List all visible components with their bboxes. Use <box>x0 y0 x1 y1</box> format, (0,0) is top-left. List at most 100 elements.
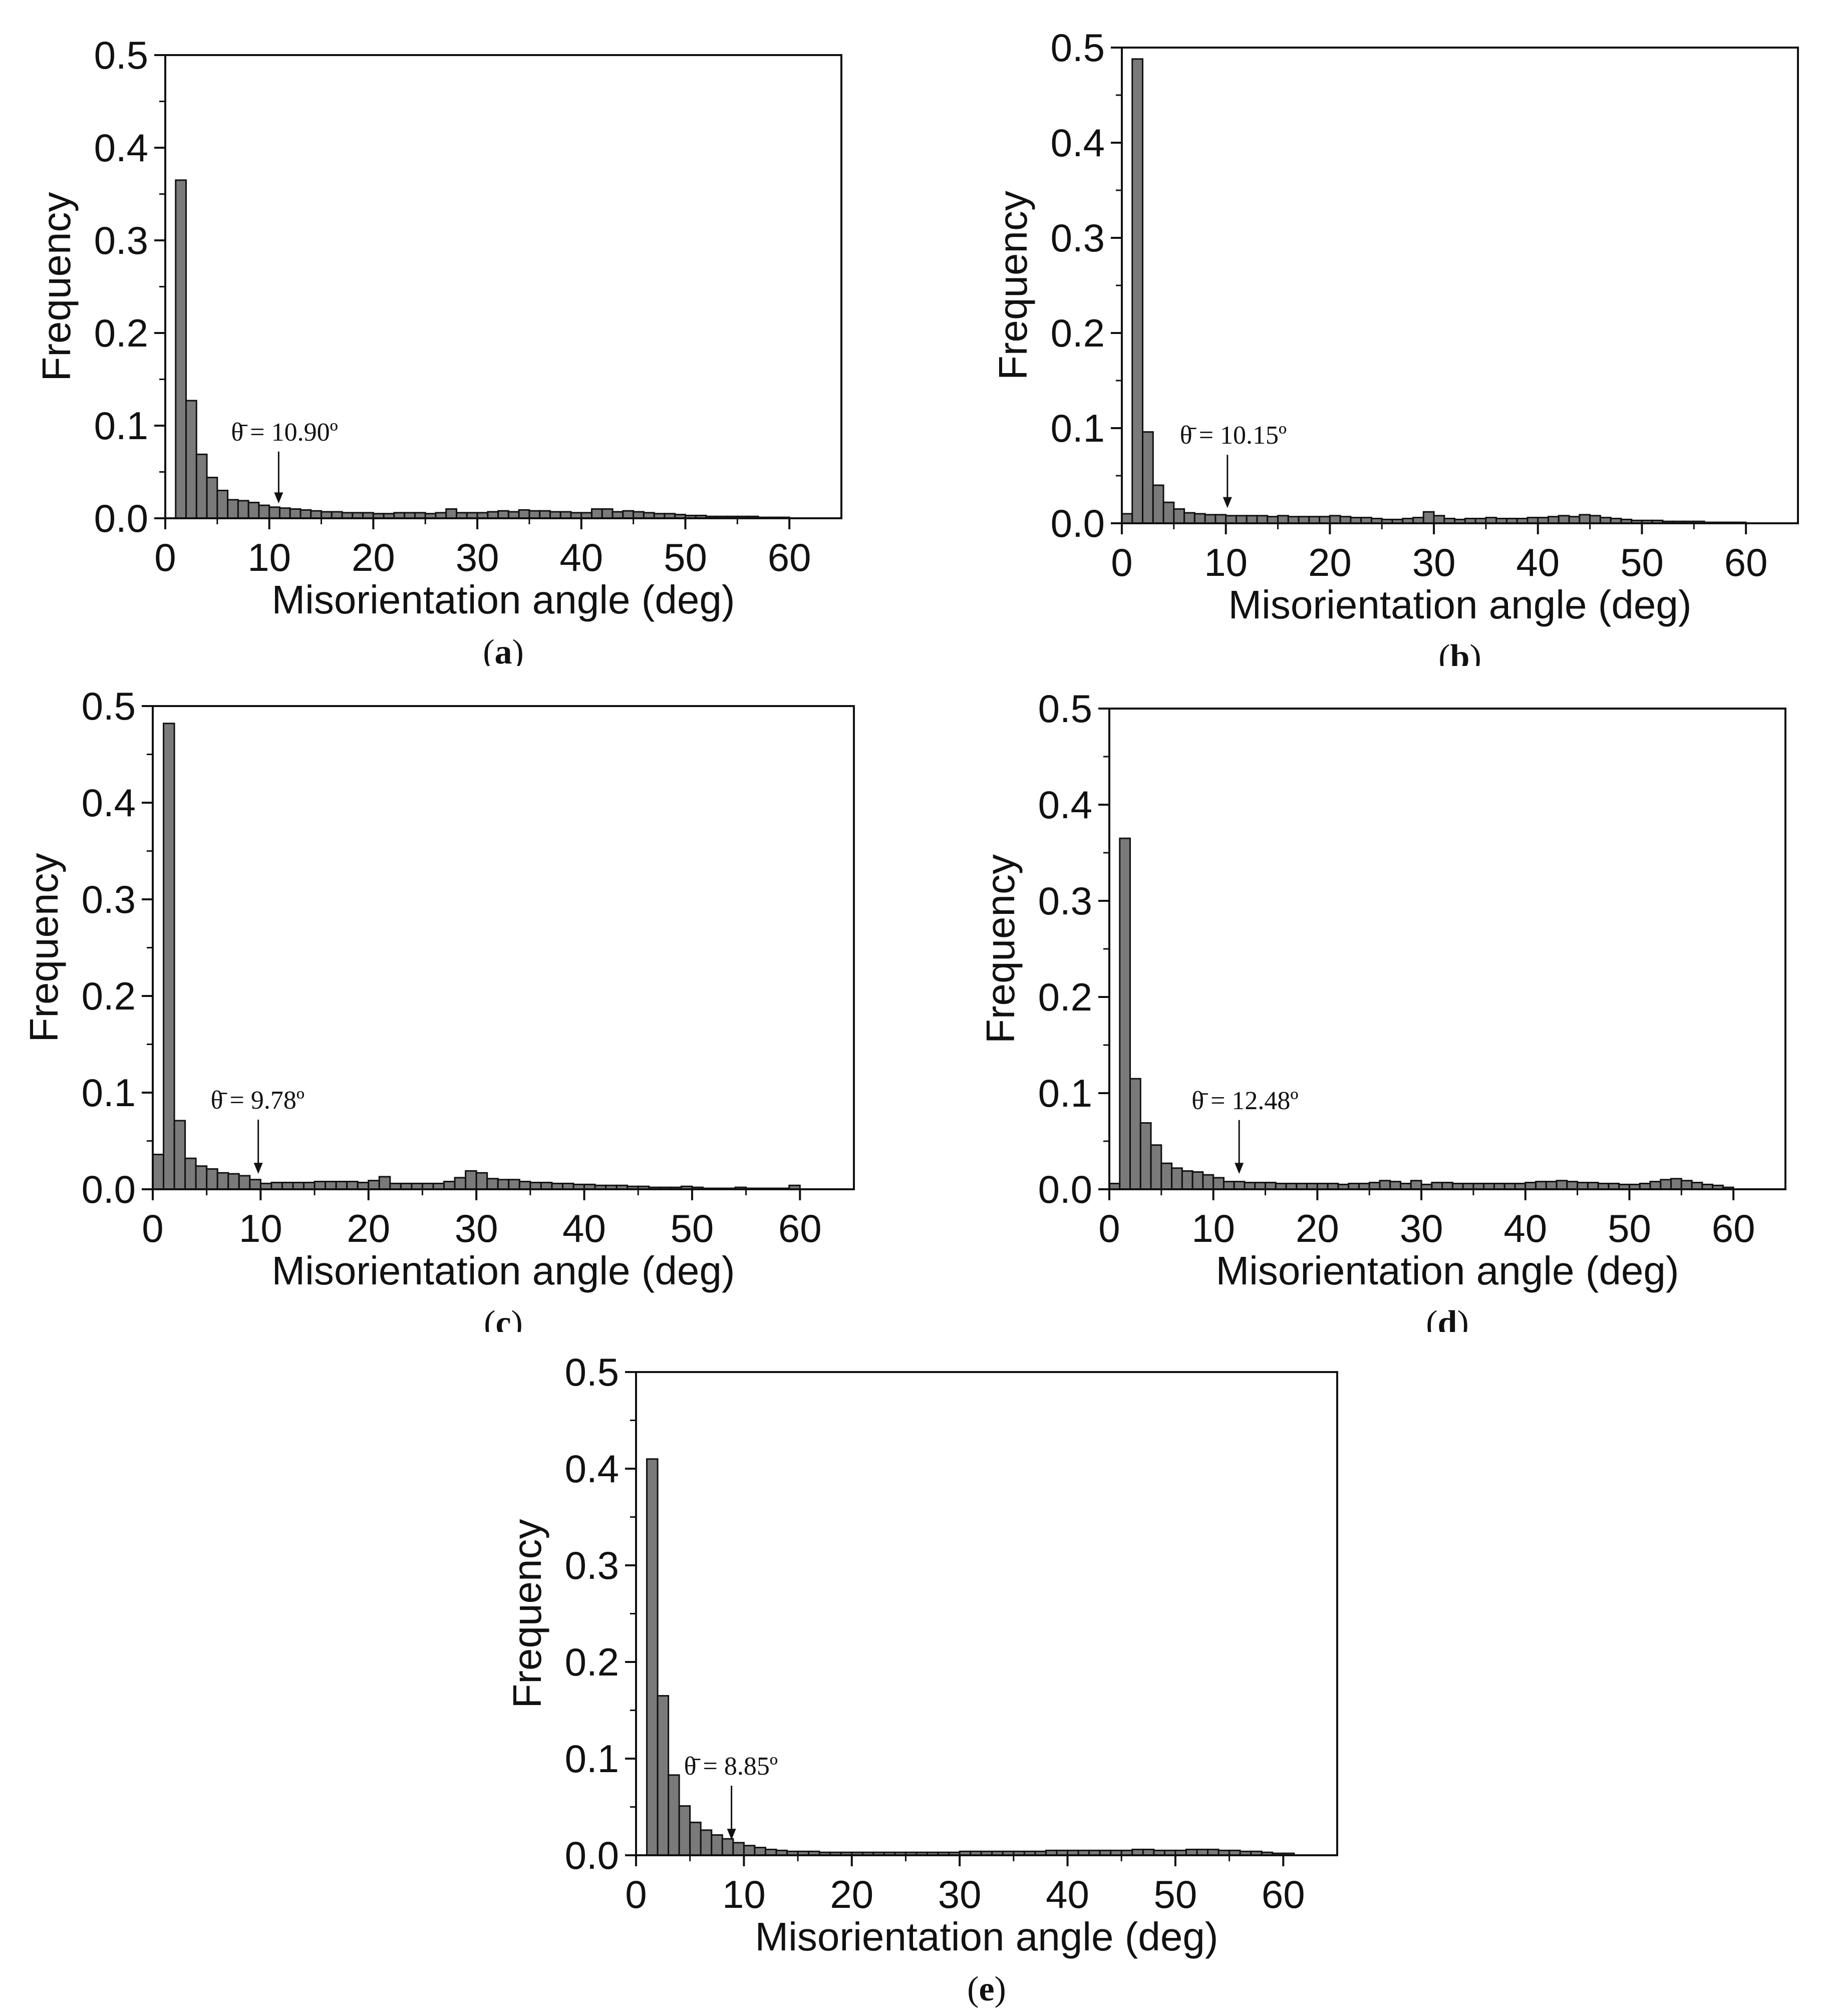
histogram-bar <box>518 1181 531 1190</box>
histogram-bar <box>314 1181 327 1190</box>
y-tick-label: 0.0 <box>565 1833 619 1877</box>
histogram-bar <box>1139 1122 1152 1190</box>
x-tick-label: 20 <box>830 1872 873 1916</box>
histogram-bar <box>1223 1181 1235 1190</box>
chart-svg-a: 0.0 0.1 0.2 0.3 0.4 0.5 0 10 20 30 40 50 60 Misorient… <box>34 33 842 671</box>
histogram-bar <box>346 1181 359 1190</box>
mean-arrow-head <box>1235 1163 1244 1174</box>
histogram-bar <box>268 506 280 519</box>
histogram-bar <box>1121 513 1133 524</box>
x-tick-label: 50 <box>1620 540 1664 584</box>
histogram-bar <box>1579 514 1591 524</box>
y-tick-label: 0.2 <box>82 974 136 1018</box>
y-tick-label: 0.2 <box>1051 311 1105 355</box>
y-tick-label: 0.2 <box>94 311 148 355</box>
histogram-bar <box>175 179 187 519</box>
y-tick-label: 0.5 <box>1051 26 1105 70</box>
x-tick-label: 30 <box>938 1872 982 1916</box>
y-tick-label: 0.5 <box>82 684 136 728</box>
histogram-bar <box>539 510 551 519</box>
chart-svg-d: 0.0 0.1 0.2 0.3 0.4 0.5 0 10 20 30 40 50 60 Misorient… <box>978 687 1786 1342</box>
histogram-bar <box>1525 1182 1537 1190</box>
y-tick-label: 0.3 <box>1051 216 1105 260</box>
histogram-bar <box>378 1176 391 1190</box>
x-tick-label: 10 <box>247 535 291 579</box>
mean-annotation: θ̄ = 9.78º <box>211 1086 304 1115</box>
histogram-bar <box>216 490 229 519</box>
histogram-bar <box>1225 515 1237 524</box>
y-tick-label: 0.0 <box>1051 501 1105 545</box>
histogram-bar <box>443 1181 456 1190</box>
y-tick-label: 0.4 <box>82 781 136 825</box>
histogram-bar <box>1670 1178 1682 1190</box>
histogram-bar <box>1558 515 1570 524</box>
x-axis-label: Misorientation angle (deg) <box>272 577 735 622</box>
histogram-bar <box>1193 513 1206 524</box>
histogram-bar <box>237 500 249 519</box>
histogram-bar <box>325 1181 337 1190</box>
histogram-bar <box>368 1180 380 1190</box>
histogram-bar <box>1131 58 1144 524</box>
y-tick-label: 0.2 <box>565 1640 619 1684</box>
histogram-bar <box>743 1845 756 1856</box>
histogram-bar <box>289 508 301 519</box>
histogram-bar <box>1410 1180 1422 1190</box>
histogram-bar <box>689 1821 702 1856</box>
chart-panel-a: 0.0 0.1 0.2 0.3 0.4 0.5 0 10 20 30 40 50 60 Misorient… <box>0 0 901 671</box>
histogram-bar <box>540 1181 553 1190</box>
histogram-bar <box>1441 1182 1453 1190</box>
histogram-bar <box>1191 1171 1204 1190</box>
histogram-bar <box>270 1181 283 1190</box>
x-tick-label: 0 <box>154 535 176 579</box>
histogram-bar <box>1329 515 1341 524</box>
panel-caption: (a) <box>483 633 524 666</box>
x-tick-label: 20 <box>352 535 395 579</box>
histogram-bar <box>227 499 239 519</box>
histogram-bar <box>1235 515 1248 524</box>
histogram-bar <box>184 1157 197 1190</box>
histogram-bar <box>195 453 208 519</box>
chart-svg-b: 0.0 0.1 0.2 0.3 0.4 0.5 0 10 20 30 40 50 60 Misorient… <box>991 26 1799 677</box>
histogram-bar <box>668 1774 680 1856</box>
plot-frame <box>152 705 855 1190</box>
y-axis-label: Frequency <box>991 191 1035 380</box>
histogram-bar <box>1142 431 1154 524</box>
x-tick-label: 40 <box>1046 1872 1089 1916</box>
histogram-bar <box>475 1172 488 1190</box>
histogram-bar <box>1587 1182 1599 1190</box>
histogram-bar <box>1556 1180 1568 1190</box>
x-tick-label: 50 <box>671 1206 714 1250</box>
histogram-bar <box>1150 1144 1162 1190</box>
histogram-bar <box>258 504 270 519</box>
x-tick-label: 40 <box>1516 540 1560 584</box>
histogram-bar <box>335 1181 348 1190</box>
x-tick-label: 30 <box>455 1206 498 1250</box>
histogram-bar <box>445 508 458 519</box>
y-tick-label: 0.4 <box>94 126 148 170</box>
x-tick-label: 60 <box>1724 540 1768 584</box>
histogram-bar <box>646 1458 659 1856</box>
x-axis-label: Misorientation angle (deg) <box>1229 582 1692 627</box>
histogram-bar <box>1119 837 1131 1190</box>
histogram-bar <box>1202 1174 1214 1190</box>
histogram-bar <box>678 1805 691 1856</box>
mean-arrow-head <box>253 1163 263 1174</box>
histogram-bar <box>1535 1181 1547 1190</box>
x-tick-label: 0 <box>625 1872 647 1916</box>
histogram-bar <box>238 1175 251 1190</box>
mean-annotation: θ̄ = 12.48º <box>1191 1087 1298 1115</box>
y-tick-label: 0.0 <box>82 1167 136 1211</box>
histogram-bar <box>1422 511 1435 524</box>
y-tick-label: 0.5 <box>1038 687 1092 731</box>
histogram-bar <box>216 1172 229 1190</box>
histogram-bar <box>195 1165 208 1190</box>
mean-arrow-head <box>274 492 283 504</box>
histogram-bar <box>227 1173 240 1190</box>
y-axis-label: Frequency <box>505 1519 549 1709</box>
y-tick-label: 0.5 <box>565 1350 619 1394</box>
histogram-bar <box>1368 1182 1381 1190</box>
histogram-bar <box>1171 1167 1183 1190</box>
plot-frame <box>1121 47 1799 524</box>
x-tick-label: 50 <box>1608 1206 1651 1250</box>
